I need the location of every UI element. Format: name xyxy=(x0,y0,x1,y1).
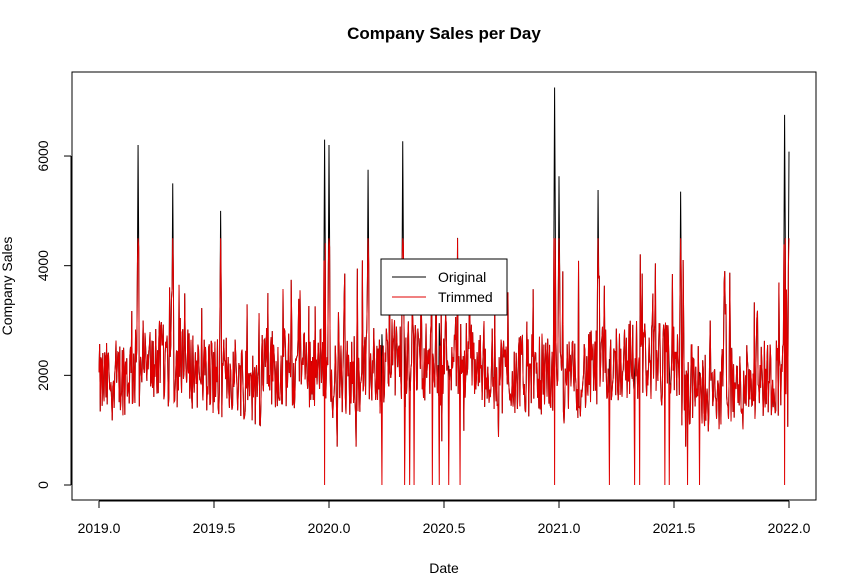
legend: Original Trimmed xyxy=(380,258,508,316)
legend-box xyxy=(380,258,508,316)
x-tick-label: 2020.0 xyxy=(308,520,351,536)
y-tick-label: 6000 xyxy=(35,140,51,171)
legend-label-trimmed: Trimmed xyxy=(438,289,493,305)
y-tick-label: 2000 xyxy=(35,360,51,391)
legend-label-original: Original xyxy=(438,269,486,285)
plot-frame xyxy=(71,71,817,501)
y-tick-label: 0 xyxy=(35,481,51,489)
x-tick-label: 2019.0 xyxy=(78,520,121,536)
x-tick-label: 2020.5 xyxy=(423,520,466,536)
series-layer xyxy=(98,87,790,486)
x-axis-label: Date xyxy=(429,560,459,576)
x-tick-label: 2021.5 xyxy=(653,520,696,536)
x-tick-label: 2022.0 xyxy=(768,520,811,536)
y-tick-label: 4000 xyxy=(35,250,51,281)
chart-title: Company Sales per Day xyxy=(347,24,541,43)
x-tick-label: 2019.5 xyxy=(193,520,236,536)
series-line-trimmed xyxy=(98,238,790,486)
x-tick-label: 2021.0 xyxy=(538,520,581,536)
y-axis-label: Company Sales xyxy=(0,237,15,336)
x-axis: 2019.0 2019.5 2020.0 2020.5 2021.0 2021.5 2022… xyxy=(78,500,811,536)
y-axis: 0 2000 4000 6000 xyxy=(35,140,72,489)
